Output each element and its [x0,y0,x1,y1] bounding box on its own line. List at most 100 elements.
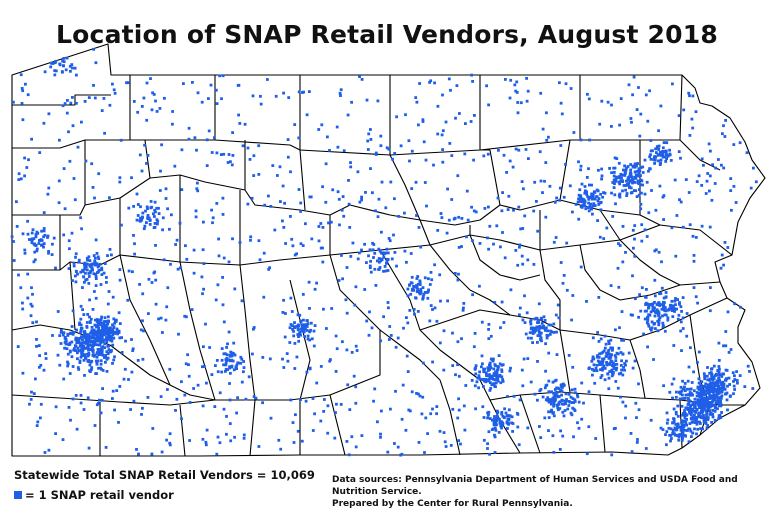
vendor-dot [230,163,234,167]
vendor-dot [416,275,420,278]
vendor-dot [599,192,602,196]
vendor-dot [120,336,123,339]
vendor-dot [87,348,91,351]
vendor-dot [505,171,508,174]
vendor-dot [597,168,600,172]
vendor-dot [92,272,96,276]
vendor-dot [621,373,625,377]
vendor-dot [674,433,677,437]
vendor-dot [378,260,381,264]
vendor-dot [648,89,651,93]
vendor-dot [131,270,134,274]
vendor-dot [107,337,111,340]
vendor-dot [631,181,634,185]
vendor-dot [95,263,99,266]
vendor-dot [171,122,174,126]
vendor-dot [299,201,303,205]
vendor-dot [669,306,673,310]
vendor-dot [323,398,326,401]
vendor-dot [168,443,172,447]
vendor-dot [684,434,687,438]
vendor-dot [132,100,136,103]
vendor-dot [406,287,410,291]
vendor-dot [656,303,660,306]
vendor-dot [493,433,496,437]
vendor-dot [368,264,372,268]
vendor-dot [435,412,438,416]
vendor-dot [720,163,723,167]
vendor-dot [503,407,506,411]
vendor-dot [295,355,299,359]
vendor-dot [382,255,386,259]
vendor-dot [639,207,643,211]
vendor-dot [685,423,688,427]
vendor-dot [609,284,613,287]
vendor-dot [557,316,561,320]
vendor-dot [73,347,76,350]
vendor-dot [169,262,172,266]
vendor-dot [416,310,420,313]
vendor-dot [96,319,100,322]
vendor-dot [56,353,60,357]
vendor-dot [268,357,272,361]
vendor-dot [429,304,433,307]
vendor-dot [665,430,669,433]
vendor-dot [640,191,643,195]
vendor-dot [130,370,134,374]
vendor-dot [456,174,460,178]
vendor-dot [617,242,620,245]
vendor-dot [657,317,661,321]
vendor-dot [447,77,451,81]
vendor-dot [638,134,642,138]
vendor-dot [42,229,46,233]
vendor-dot [487,413,490,417]
vendor-dot [438,429,442,433]
vendor-dot [221,196,225,200]
vendor-dot [749,186,753,190]
vendor-dot [609,346,613,350]
vendor-dot [621,173,625,177]
vendor-dot [388,239,392,243]
vendor-dot [726,408,729,412]
vendor-dot [98,332,102,335]
vendor-dot [282,91,285,95]
vendor-dot [35,424,39,427]
vendor-dot [374,153,378,156]
vendor-dot [516,101,520,104]
vendor-dot [643,309,647,313]
vendor-dot [498,362,502,366]
vendor-dot [672,432,676,436]
vendor-dot [704,382,708,386]
sources-line-1: Data sources: Pennsylvania Department of… [332,475,738,497]
vendor-dot [474,372,478,376]
vendor-dot [589,196,593,199]
vendor-dot [339,403,343,406]
vendor-dot [546,334,550,337]
vendor-dot [228,359,232,362]
vendor-dot [647,324,651,328]
vendor-dot [626,165,630,168]
vendor-dot [79,327,83,330]
vendor-dot [529,320,532,324]
vendor-dot [108,103,112,107]
vendor-dot [623,174,627,177]
vendor-dot [215,359,219,362]
vendor-dot [391,157,394,161]
vendor-dot [94,61,98,65]
vendor-dot [237,361,241,365]
vendor-dot [200,100,204,104]
vendor-dot [500,370,504,373]
vendor-dot [692,389,696,393]
vendor-dot [65,111,69,115]
vendor-dot [708,225,712,229]
vendor-dot [386,258,390,261]
vendor-dot [607,352,611,356]
vendor-dot [671,421,675,424]
vendor-dot [506,427,509,430]
vendor-dot [289,296,293,300]
vendor-dot [497,365,500,369]
vendor-dot [512,208,515,212]
vendor-dot [694,236,698,239]
vendor-dot [552,322,556,326]
vendor-dot [252,395,256,398]
